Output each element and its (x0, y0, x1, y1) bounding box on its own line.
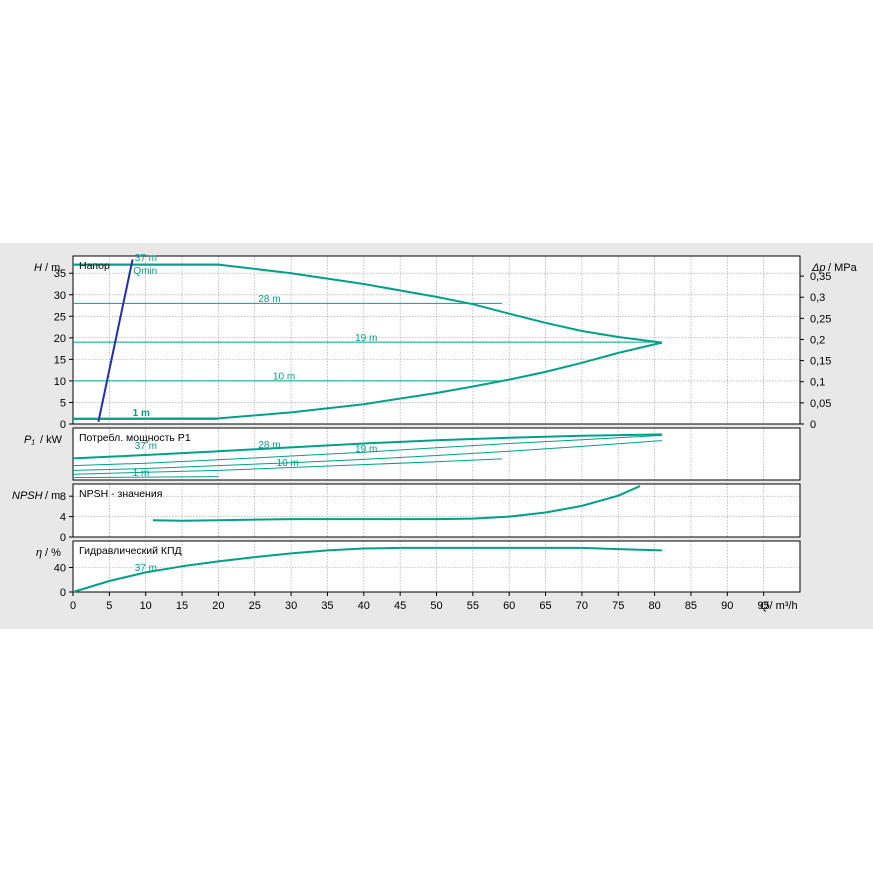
npsh-ytick-label: 0 (60, 532, 66, 544)
head-ytick-label: 20 (54, 333, 66, 345)
head-ytick-label: 15 (54, 354, 66, 366)
plot-frame-npsh (72, 483, 801, 538)
x-tick-label: 80 (648, 600, 660, 612)
plot-frame-head (72, 255, 801, 425)
head-ylabel-right-symbol: Δp (811, 262, 826, 274)
npsh-curve (152, 485, 641, 522)
power-ylabel-unit: / kW (40, 434, 63, 446)
x-tick-label: 15 (176, 600, 188, 612)
head-ytick-right-label: 0,15 (810, 356, 831, 368)
power-curve (72, 458, 502, 475)
npsh-panel-title: NPSH - значения (79, 488, 162, 500)
eff-ytick-label: 40 (54, 563, 66, 575)
x-tick-label: 40 (358, 600, 370, 612)
power-curve (72, 440, 662, 471)
head-ytick-right-label: 0,25 (810, 313, 831, 325)
head-panel-title: Напор (79, 260, 110, 272)
head-ylabel-right-unit: / MPa (828, 262, 858, 274)
npsh-ylabel-symbol: NPSH (12, 490, 43, 502)
head-ylabel-symbol: H (34, 262, 42, 274)
x-tick-label: 25 (249, 600, 261, 612)
head-ytick-right-label: 0,3 (810, 292, 825, 304)
head-label-37m: 37 m (135, 253, 157, 264)
eff-ytick-label: 0 (60, 587, 66, 599)
chart-svg: Напор 37 m Qmin 28 m 19 m 10 m 1 m 0 5 10 15 20 25 30… (12, 253, 858, 612)
efficiency-label-37m: 37 m (135, 563, 157, 574)
x-tick-label: 90 (721, 600, 733, 612)
x-tick-label: 10 (140, 600, 152, 612)
x-tick-label: 70 (576, 600, 588, 612)
npsh-ytick-label: 4 (60, 512, 66, 524)
x-tick-label: 55 (467, 600, 479, 612)
x-tick-label: 60 (503, 600, 515, 612)
head-ytick-right-label: 0,1 (810, 377, 825, 389)
x-tick-label: 5 (106, 600, 112, 612)
head-label-1m: 1 m (133, 408, 150, 419)
x-tick-label: 75 (612, 600, 624, 612)
eff-ylabel-unit: / % (45, 547, 61, 559)
x-axis-label-symbol: Q (760, 600, 769, 612)
power-curve (72, 434, 662, 467)
head-ytick-label: 25 (54, 311, 66, 323)
power-label-28m: 28 m (258, 440, 280, 451)
power-label-10m: 10 m (277, 458, 299, 469)
head-ytick-label: 5 (60, 397, 66, 409)
plot-frame-power (72, 427, 801, 481)
head-ytick-right-label: 0 (810, 419, 816, 431)
eff-ylabel-symbol: η (36, 547, 42, 559)
head-ylabel-unit: / m (45, 262, 60, 274)
x-tick-label: 30 (285, 600, 297, 612)
power-label-19m: 19 m (355, 444, 377, 455)
head-ytick-label: 30 (54, 290, 66, 302)
x-tick-label: 35 (321, 600, 333, 612)
pump-performance-chart: Напор 37 m Qmin 28 m 19 m 10 m 1 m 0 5 10 15 20 25 30… (0, 243, 873, 629)
head-ytick-label: 35 (54, 268, 66, 280)
head-ytick-right-label: 0,2 (810, 334, 825, 346)
x-tick-label: 0 (70, 600, 76, 612)
x-tick-label: 85 (685, 600, 697, 612)
head-label-28m: 28 m (258, 294, 280, 305)
head-ytick-right-label: 0,35 (810, 271, 831, 283)
x-tick-label: 50 (430, 600, 442, 612)
power-ylabel-symbol: P₁ (24, 434, 35, 446)
head-label-10m: 10 m (273, 372, 295, 383)
power-label-37m: 37 m (135, 441, 157, 452)
qmin-line (97, 259, 134, 423)
power-panel-title: Потребл. мощность P1 (79, 432, 191, 444)
head-ytick-label: 0 (60, 419, 66, 431)
head-label-19m: 19 m (355, 333, 377, 344)
npsh-ylabel-unit: / m (45, 490, 60, 502)
power-curve (72, 476, 219, 479)
power-curve (72, 433, 662, 460)
x-tick-label: 45 (394, 600, 406, 612)
npsh-ytick-label: 8 (60, 491, 66, 503)
head-label-qmin: Qmin (133, 266, 157, 277)
plot-area-npsh (73, 484, 800, 537)
x-axis-label-unit: / m³/h (769, 600, 797, 612)
head-ytick-right-label: 0,05 (810, 398, 831, 410)
x-tick-label: 95 (758, 600, 770, 612)
head-min-curve (72, 341, 663, 420)
head-ytick-label: 10 (54, 376, 66, 388)
x-tick-label: 20 (212, 600, 224, 612)
efficiency-curve (72, 546, 662, 593)
head-max-curve (73, 263, 663, 344)
efficiency-panel-title: Гидравлический КПД (79, 545, 182, 557)
x-tick-label: 65 (539, 600, 551, 612)
power-label-1m: 1 m (133, 468, 150, 479)
